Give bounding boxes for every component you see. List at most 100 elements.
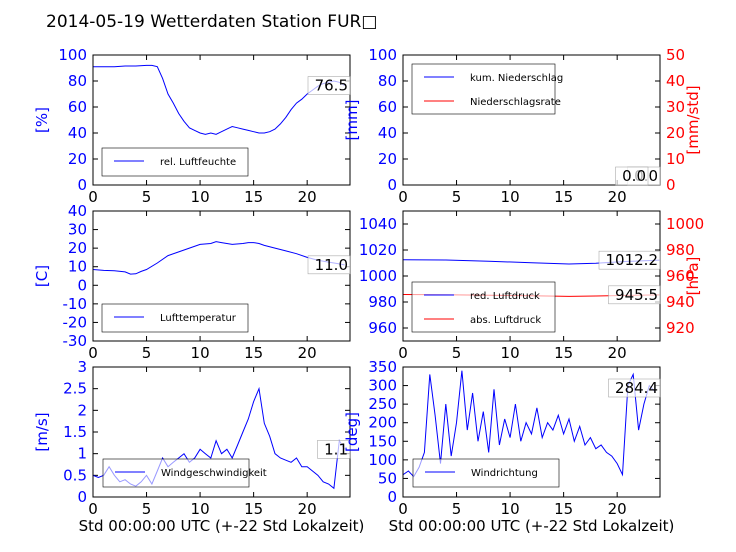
x-tick-label: 0 — [398, 500, 408, 518]
y2-tick-label: 20 — [666, 124, 685, 142]
plot-frame — [402, 366, 661, 498]
y-axis-label: [%] — [33, 107, 51, 133]
y-tick-label: 0 — [387, 176, 397, 194]
y-tick-label: 0 — [77, 488, 87, 506]
value-label: 1.1 — [324, 440, 348, 458]
x-axis-label: Std 00:00:00 UTC (+-22 Std Lokalzeit) — [79, 517, 365, 535]
legend: Windgeschwindigkeit — [102, 458, 267, 488]
legend-entry: rel. Luftfeuchte — [160, 157, 236, 168]
x-tick-label: 5 — [142, 500, 152, 518]
legend-entry: Lufttemperatur — [160, 313, 237, 324]
y-tick-label: 0 — [77, 276, 87, 294]
series-line-0 — [403, 370, 655, 478]
x-axis-label: Std 00:00:00 UTC (+-22 Std Lokalzeit) — [389, 517, 675, 535]
value-label-box — [608, 378, 661, 398]
y-tick-label: 10 — [68, 258, 87, 276]
x-tick-label: 5 — [142, 188, 152, 206]
y-tick-label: 2 — [77, 401, 87, 419]
legend-box — [411, 63, 556, 115]
panel-top-right: 0 5 10 15 20 0 20 40 60 80 100 0 10 20 30 40 50 [mm] [mm/s… — [343, 46, 702, 206]
x-tick-label: 20 — [608, 500, 627, 518]
y-axis-label: [m/s] — [33, 412, 51, 451]
x-tick-label: 15 — [244, 188, 263, 206]
value-label: 1012.2 — [606, 251, 659, 269]
y-tick-label: 0 — [387, 488, 397, 506]
y-tick-label: 200 — [368, 414, 397, 432]
y-axis-label: [mm] — [343, 100, 361, 141]
y2-tick-label: 940 — [666, 293, 695, 311]
x-tick-label: 20 — [608, 344, 627, 362]
panel-middle-left: 0 5 10 15 20-30-20-10010203040[C]Lufttempera… — [33, 202, 351, 362]
legend: kum. Niederschlag Niederschlagsrate — [411, 63, 563, 115]
x-tick-label: 10 — [191, 188, 210, 206]
y-tick-label: 80 — [378, 72, 397, 90]
y-tick-label: 60 — [378, 98, 397, 116]
value-label: 945.5 — [615, 286, 658, 304]
x-tick-label: 10 — [501, 188, 520, 206]
y-tick-label: 100 — [368, 46, 397, 64]
y-tick-label: 2.5 — [63, 380, 87, 398]
y2-axis-label: [mm/std] — [684, 85, 702, 154]
panel-top-left: 0 5 10 15 20 0 20 40 60 80 100 [%] rel. Luftfeuchte 7… — [33, 46, 351, 206]
value-label-box — [307, 255, 351, 275]
y-tick-label: 0 — [77, 176, 87, 194]
legend-box — [101, 147, 249, 177]
x-tick-label: 0 — [88, 188, 98, 206]
x-tick-label: 15 — [554, 500, 573, 518]
y2-tick-label: 960 — [666, 267, 695, 285]
y-tick-label: 1020 — [359, 241, 397, 259]
legend-entry: kum. Niederschlag — [470, 73, 563, 84]
legend-box — [412, 458, 560, 488]
y-tick-label: -20 — [63, 313, 88, 331]
y-tick-label: -30 — [63, 332, 88, 350]
value-label: 0.0 — [622, 167, 646, 185]
value-label: 11.0 — [315, 256, 348, 274]
y-tick-label: 350 — [368, 358, 397, 376]
x-tick-label: 0 — [398, 188, 408, 206]
legend-entry: abs. Luftdruck — [470, 315, 541, 326]
y-tick-label: 60 — [68, 98, 87, 116]
legend-box — [102, 458, 250, 488]
x-tick-label: 20 — [298, 344, 317, 362]
value-label-box — [608, 285, 661, 305]
y2-tick-label: 10 — [666, 150, 685, 168]
legend: rel. Luftfeuchte — [101, 147, 249, 177]
x-tick-label: 20 — [298, 188, 317, 206]
x-tick-label: 10 — [501, 344, 520, 362]
y-tick-label: 250 — [368, 395, 397, 413]
y-tick-label: 150 — [368, 432, 397, 450]
legend: red. Luftdruck abs. Luftdruck — [411, 281, 556, 333]
x-tick-label: 5 — [452, 344, 462, 362]
y-tick-label: 40 — [378, 124, 397, 142]
legend-entry: red. Luftdruck — [470, 291, 540, 302]
y-tick-label: -10 — [63, 295, 88, 313]
legend-entry: Niederschlagsrate — [470, 97, 561, 108]
x-tick-label: 10 — [191, 500, 210, 518]
y2-tick-label: 30 — [666, 98, 685, 116]
y2-tick-label: 1000 — [666, 215, 704, 233]
y2-tick-label: 40 — [666, 72, 685, 90]
y-tick-label: 50 — [378, 469, 397, 487]
y2-tick-label: 920 — [666, 319, 695, 337]
y-tick-label: 1.5 — [63, 423, 87, 441]
x-tick-label: 0 — [88, 500, 98, 518]
value-label-box — [317, 440, 351, 459]
y-tick-label: 80 — [68, 72, 87, 90]
y-tick-label: 40 — [68, 202, 87, 220]
value-label-box — [598, 250, 661, 270]
y-tick-label: 0.5 — [63, 466, 87, 484]
x-tick-label: 5 — [452, 188, 462, 206]
x-tick-label: 5 — [142, 344, 152, 362]
figure-title: 2014-05-19 Wetterdaten Station FUR□ — [46, 12, 377, 32]
plot-frame — [402, 54, 661, 186]
y2-tick-label: 980 — [666, 241, 695, 259]
legend-box — [411, 281, 556, 333]
series-line-0 — [93, 241, 345, 275]
y-axis-label: [C] — [33, 265, 51, 287]
y-tick-label: 100 — [58, 46, 87, 64]
legend-entry: Windgeschwindigkeit — [161, 468, 267, 479]
x-tick-label: 10 — [191, 344, 210, 362]
